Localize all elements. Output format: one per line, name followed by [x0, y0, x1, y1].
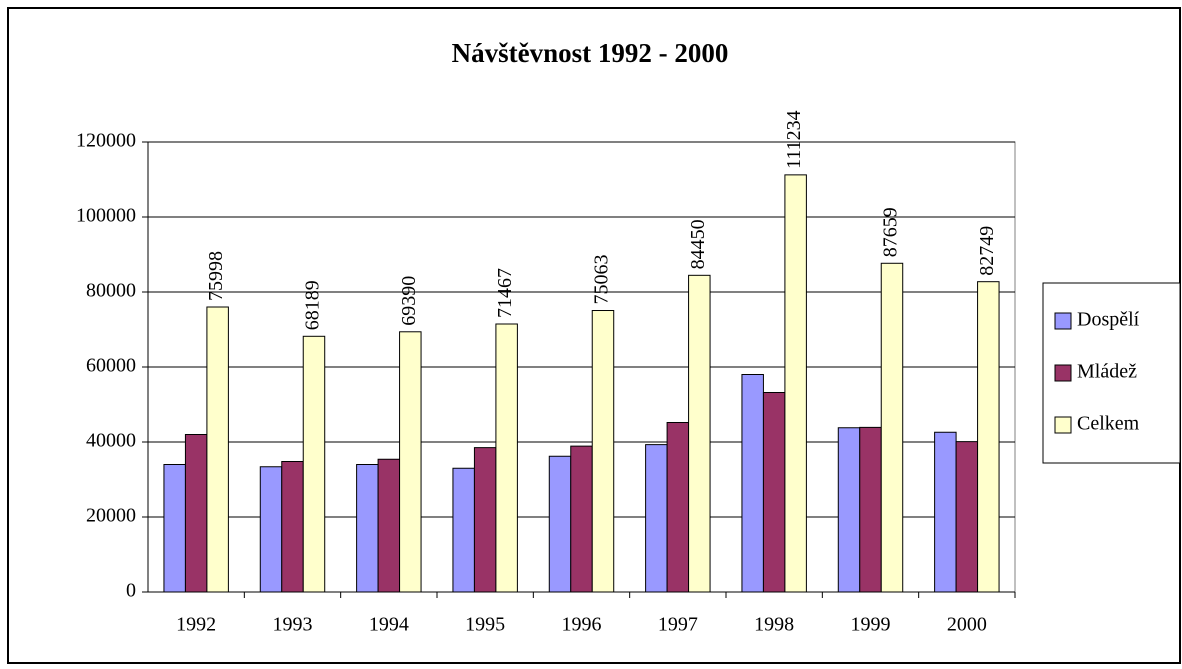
bar: [302, 335, 326, 593]
y-tick-label: 0: [126, 580, 136, 602]
bar: [645, 444, 668, 593]
legend-swatch: [1054, 416, 1072, 434]
bar: [666, 422, 690, 593]
bar: [784, 174, 807, 593]
x-tick-label: 1995: [465, 614, 505, 636]
x-tick-label: 1997: [658, 614, 698, 636]
y-tick-label: 120000: [76, 130, 136, 152]
data-label: 84450: [687, 219, 709, 269]
x-tick-label: 1993: [273, 614, 313, 636]
data-label: 69390: [398, 276, 420, 326]
data-label: 68189: [302, 280, 324, 330]
data-label: 71467: [494, 268, 516, 318]
y-tick-label: 60000: [86, 355, 136, 377]
bar: [837, 427, 861, 593]
chart-title: Návštěvnost 1992 - 2000: [452, 38, 729, 68]
bar: [955, 441, 979, 593]
bar: [570, 445, 593, 593]
y-tick-label: 40000: [86, 430, 136, 452]
x-tick-label: 1992: [176, 614, 216, 636]
data-label: 111234: [783, 110, 805, 169]
legend-label: Mládež: [1077, 361, 1137, 383]
y-tick-label: 20000: [86, 505, 136, 527]
legend-label: Celkem: [1077, 413, 1140, 435]
y-tick-label: 100000: [76, 205, 136, 227]
bar: [399, 331, 422, 593]
bar: [495, 323, 518, 593]
x-tick-label: 1998: [754, 614, 794, 636]
bar: [548, 455, 572, 593]
bar: [206, 306, 229, 593]
legend-label: Dospělí: [1077, 309, 1140, 331]
bar: [741, 374, 764, 593]
bar: [259, 466, 283, 593]
data-label: 87659: [880, 207, 902, 257]
x-tick-label: 2000: [947, 614, 987, 636]
x-tick-label: 1999: [851, 614, 891, 636]
bar: [880, 262, 904, 593]
bar: [977, 281, 1000, 593]
y-tick-label: 80000: [86, 280, 136, 302]
bar: [591, 310, 615, 593]
x-tick-label: 1994: [369, 614, 409, 636]
data-label: 82749: [976, 226, 998, 276]
bar: [163, 464, 186, 593]
bar: [184, 434, 208, 593]
bar: [762, 392, 786, 593]
bar: [281, 461, 304, 593]
bar: [473, 447, 497, 593]
data-label: 75998: [205, 251, 227, 301]
legend-swatch: [1054, 312, 1072, 330]
bar: [688, 274, 711, 593]
bar: [452, 467, 475, 593]
bar: [356, 464, 379, 593]
x-tick-label: 1996: [562, 614, 602, 636]
data-label: 75063: [591, 255, 613, 305]
bar: [859, 426, 882, 593]
legend-swatch: [1054, 364, 1072, 382]
bar: [934, 431, 957, 593]
bar: [377, 458, 401, 593]
